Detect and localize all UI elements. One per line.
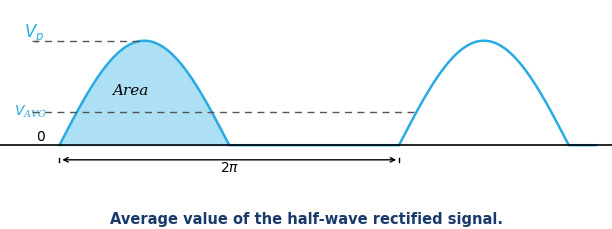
Text: $V_{\mathregular{AVG}}$: $V_{\mathregular{AVG}}$ <box>13 104 47 120</box>
Text: Area: Area <box>113 84 149 98</box>
Text: $2\pi$: $2\pi$ <box>220 161 239 175</box>
Text: $0$: $0$ <box>36 130 46 144</box>
Text: $V_p$: $V_p$ <box>24 23 45 46</box>
Text: Average value of the half-wave rectified signal.: Average value of the half-wave rectified… <box>110 212 502 227</box>
